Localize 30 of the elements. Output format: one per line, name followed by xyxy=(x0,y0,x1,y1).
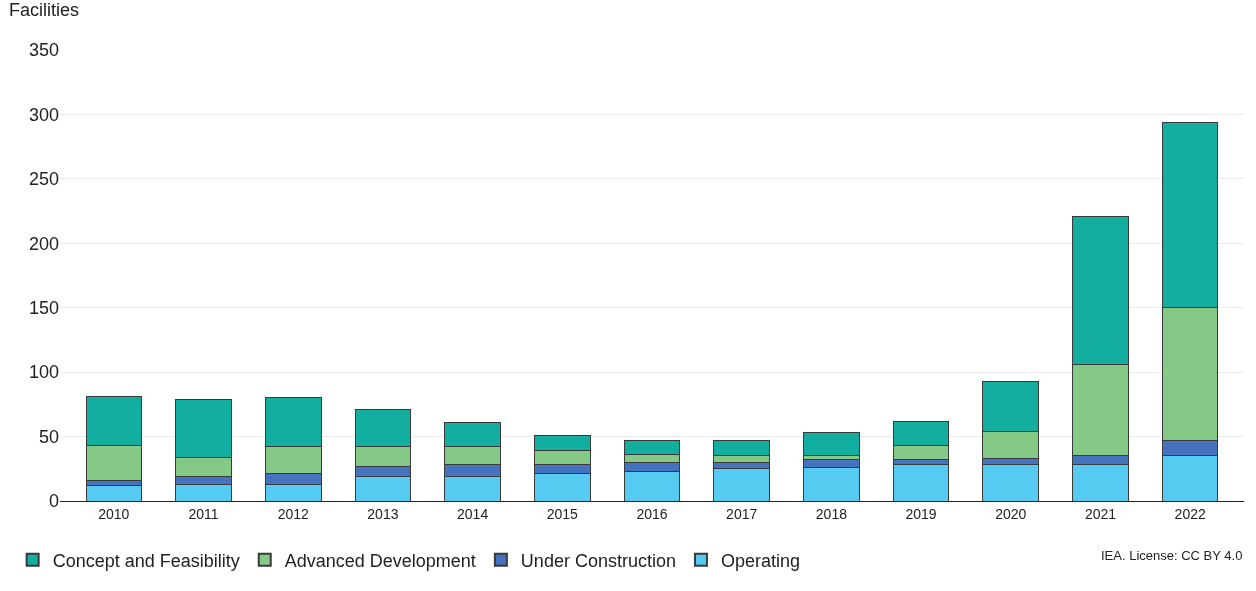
x-tick-label: 2013 xyxy=(367,505,399,522)
x-tick-label: 2020 xyxy=(995,505,1027,522)
bar xyxy=(892,464,950,501)
x-tick-label: 2015 xyxy=(546,505,579,522)
y-tick-label: 0 xyxy=(48,491,59,512)
x-tick-label: 2011 xyxy=(188,505,219,522)
y-tick-label: 100 xyxy=(28,362,59,383)
x-tick-label: 2012 xyxy=(277,505,309,522)
y-tick-label: 250 xyxy=(28,169,59,190)
x-tick-label: 2014 xyxy=(457,505,489,522)
text: IEA. License: CC BY 4.0 xyxy=(1101,548,1243,563)
legend-label: Operating xyxy=(720,550,801,571)
x-tick-label: 2019 xyxy=(905,505,937,522)
bar xyxy=(803,432,860,457)
legend-label: Advanced Development xyxy=(284,550,476,571)
legend-label: Under Construction xyxy=(520,550,676,571)
x-tick-label: 2010 xyxy=(98,505,130,522)
y-axis-title: Facilities xyxy=(9,0,80,20)
x-tick-label: 2017 xyxy=(726,505,758,522)
x-tick-label: 2016 xyxy=(636,505,668,522)
y-tick-label: 350 xyxy=(28,40,59,61)
x-tick-label: 2018 xyxy=(815,505,848,522)
y-tick-label: 50 xyxy=(38,426,59,447)
y-tick-label: 150 xyxy=(28,298,59,319)
legend-label: Concept and Feasibility xyxy=(52,550,240,571)
bar xyxy=(85,485,143,501)
y-tick-label: 200 xyxy=(28,233,59,254)
x-tick-label: 2022 xyxy=(1174,505,1206,522)
x-tick-label: 2021 xyxy=(1084,505,1117,522)
y-tick-label: 300 xyxy=(28,104,59,125)
